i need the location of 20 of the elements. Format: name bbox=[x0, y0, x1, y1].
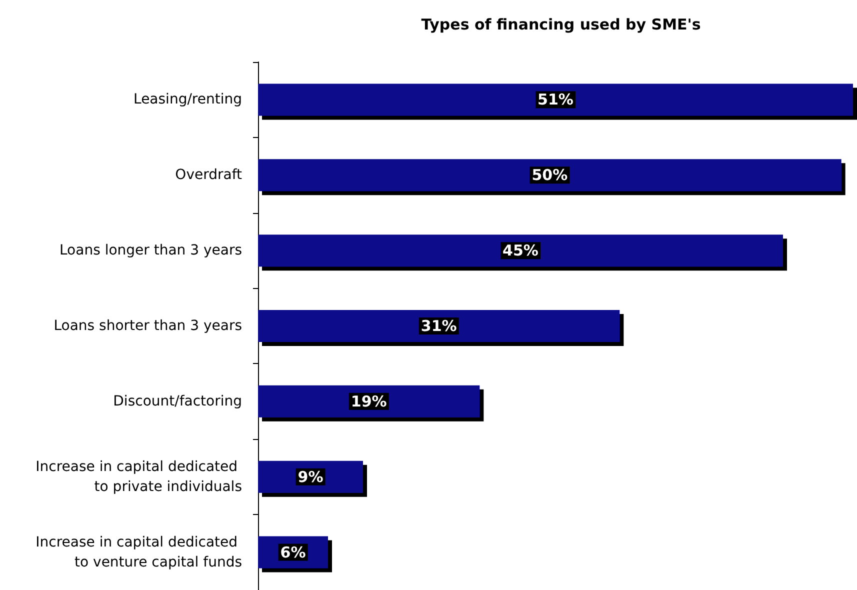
y-tick-label: Overdraft bbox=[175, 167, 243, 184]
y-tick-label: Discount/factoring bbox=[113, 393, 242, 410]
y-tick-label: Increase in capital dedicated to venture capital funds bbox=[36, 534, 242, 570]
bar bbox=[258, 385, 480, 418]
data-label: 9% bbox=[298, 468, 324, 486]
bar bbox=[258, 159, 842, 192]
y-tick-label: Loans shorter than 3 years bbox=[54, 318, 242, 334]
chart-title: Types of financing used by SME's bbox=[421, 16, 701, 34]
y-tick-label: Increase in capital dedicated to private individuals bbox=[36, 458, 242, 495]
data-label: 45% bbox=[502, 242, 538, 260]
y-tick-label: Leasing/renting bbox=[134, 92, 242, 108]
y-tick-label: Loans longer than 3 years bbox=[60, 242, 242, 259]
data-label: 6% bbox=[280, 543, 306, 562]
bar bbox=[258, 234, 783, 267]
data-label: 19% bbox=[350, 392, 387, 410]
bar bbox=[258, 84, 853, 116]
data-label: 51% bbox=[538, 90, 574, 109]
data-label: 31% bbox=[420, 317, 457, 335]
bar bbox=[258, 310, 620, 342]
data-label: 50% bbox=[532, 166, 568, 184]
